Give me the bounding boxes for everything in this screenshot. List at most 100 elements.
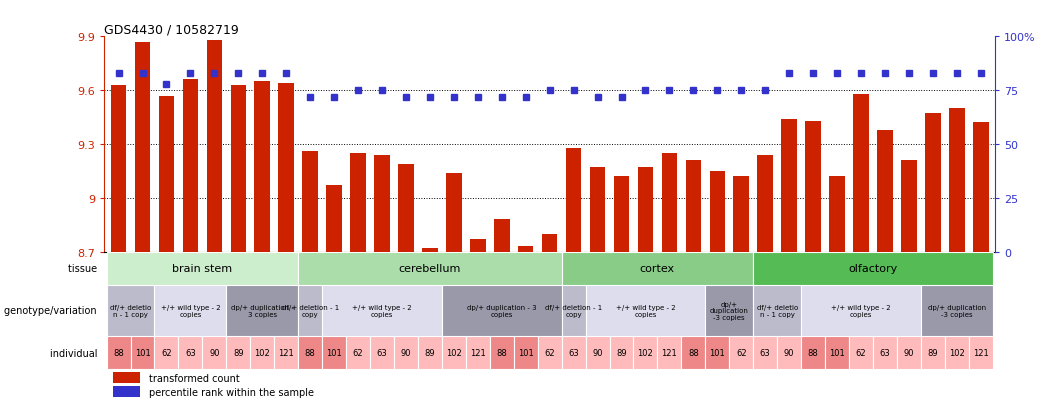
Bar bbox=[114, 387, 140, 397]
Bar bbox=[897, 336, 921, 369]
Text: 89: 89 bbox=[927, 348, 938, 357]
Text: cortex: cortex bbox=[640, 264, 675, 274]
Text: 90: 90 bbox=[903, 348, 914, 357]
Text: 121: 121 bbox=[470, 348, 486, 357]
Text: 63: 63 bbox=[879, 348, 890, 357]
Bar bbox=[686, 161, 701, 252]
Text: cerebellum: cerebellum bbox=[399, 264, 462, 274]
Bar bbox=[901, 161, 917, 252]
Text: 90: 90 bbox=[401, 348, 412, 357]
Bar bbox=[226, 336, 250, 369]
Bar bbox=[542, 234, 557, 252]
Bar bbox=[442, 285, 562, 336]
Bar bbox=[326, 186, 342, 252]
Bar bbox=[973, 123, 989, 252]
Text: individual: individual bbox=[50, 348, 103, 358]
Bar bbox=[801, 336, 825, 369]
Text: 121: 121 bbox=[662, 348, 677, 357]
Bar bbox=[106, 336, 130, 369]
Text: percentile rank within the sample: percentile rank within the sample bbox=[149, 387, 314, 397]
Bar bbox=[134, 43, 150, 252]
Bar bbox=[729, 336, 753, 369]
Text: 90: 90 bbox=[209, 348, 220, 357]
Text: 62: 62 bbox=[544, 348, 555, 357]
Bar bbox=[514, 336, 538, 369]
Bar bbox=[322, 285, 442, 336]
Bar bbox=[298, 285, 322, 336]
Bar bbox=[873, 336, 897, 369]
Bar bbox=[130, 336, 154, 369]
Text: df/+ deletion - 1
copy: df/+ deletion - 1 copy bbox=[281, 304, 339, 317]
Text: 102: 102 bbox=[949, 348, 965, 357]
Text: 62: 62 bbox=[162, 348, 172, 357]
Bar bbox=[226, 285, 298, 336]
Text: 63: 63 bbox=[376, 348, 388, 357]
Bar bbox=[638, 168, 653, 252]
Text: 90: 90 bbox=[592, 348, 603, 357]
Bar bbox=[494, 220, 510, 252]
Bar bbox=[442, 336, 466, 369]
Bar bbox=[634, 336, 658, 369]
Text: dp/+
duplication
-3 copies: dp/+ duplication -3 copies bbox=[710, 301, 749, 320]
Bar bbox=[753, 285, 801, 336]
Bar bbox=[346, 336, 370, 369]
Bar bbox=[969, 336, 993, 369]
Bar bbox=[877, 131, 893, 252]
Text: 102: 102 bbox=[638, 348, 653, 357]
Bar bbox=[298, 252, 562, 285]
Bar bbox=[350, 154, 366, 252]
Text: 88: 88 bbox=[114, 348, 124, 357]
Bar bbox=[782, 119, 797, 252]
Bar bbox=[777, 336, 801, 369]
Text: 89: 89 bbox=[616, 348, 627, 357]
Bar bbox=[206, 41, 222, 252]
Bar bbox=[154, 285, 226, 336]
Bar bbox=[446, 173, 462, 252]
Bar bbox=[466, 336, 490, 369]
Text: brain stem: brain stem bbox=[172, 264, 232, 274]
Text: 102: 102 bbox=[254, 348, 270, 357]
Text: +/+ wild type - 2
copies: +/+ wild type - 2 copies bbox=[160, 304, 220, 317]
Bar bbox=[753, 252, 993, 285]
Bar bbox=[614, 177, 629, 252]
Bar bbox=[518, 247, 534, 252]
Bar bbox=[250, 336, 274, 369]
Bar bbox=[921, 285, 993, 336]
Bar bbox=[110, 85, 126, 252]
Bar bbox=[925, 114, 941, 252]
Text: 62: 62 bbox=[855, 348, 866, 357]
Bar bbox=[302, 152, 318, 252]
Bar bbox=[322, 336, 346, 369]
Bar bbox=[182, 80, 198, 252]
Text: 63: 63 bbox=[760, 348, 771, 357]
Text: +/+ wild type - 2
copies: +/+ wild type - 2 copies bbox=[832, 304, 891, 317]
Text: 121: 121 bbox=[973, 348, 989, 357]
Bar bbox=[753, 336, 777, 369]
Text: dp/+ duplication -
3 copies: dp/+ duplication - 3 copies bbox=[231, 304, 294, 317]
Bar bbox=[562, 336, 586, 369]
Bar bbox=[278, 84, 294, 252]
Bar bbox=[921, 336, 945, 369]
Text: 101: 101 bbox=[326, 348, 342, 357]
Text: GDS4430 / 10582719: GDS4430 / 10582719 bbox=[104, 23, 239, 36]
Text: df/+ deletio
n - 1 copy: df/+ deletio n - 1 copy bbox=[109, 304, 151, 317]
Text: 101: 101 bbox=[829, 348, 845, 357]
Bar bbox=[710, 171, 725, 252]
Text: 63: 63 bbox=[568, 348, 579, 357]
Text: 89: 89 bbox=[424, 348, 436, 357]
Text: 102: 102 bbox=[446, 348, 462, 357]
Text: df/+ deletion - 1
copy: df/+ deletion - 1 copy bbox=[545, 304, 602, 317]
Bar bbox=[202, 336, 226, 369]
Text: 88: 88 bbox=[496, 348, 507, 357]
Bar bbox=[586, 336, 610, 369]
Bar bbox=[106, 252, 298, 285]
Bar bbox=[394, 336, 418, 369]
Text: df/+ deletio
n - 1 copy: df/+ deletio n - 1 copy bbox=[756, 304, 798, 317]
Bar bbox=[566, 148, 581, 252]
Bar bbox=[562, 252, 753, 285]
Bar bbox=[853, 95, 869, 252]
Text: 101: 101 bbox=[134, 348, 150, 357]
Text: +/+ wild type - 2
copies: +/+ wild type - 2 copies bbox=[616, 304, 675, 317]
Bar bbox=[681, 336, 705, 369]
Bar bbox=[374, 155, 390, 252]
